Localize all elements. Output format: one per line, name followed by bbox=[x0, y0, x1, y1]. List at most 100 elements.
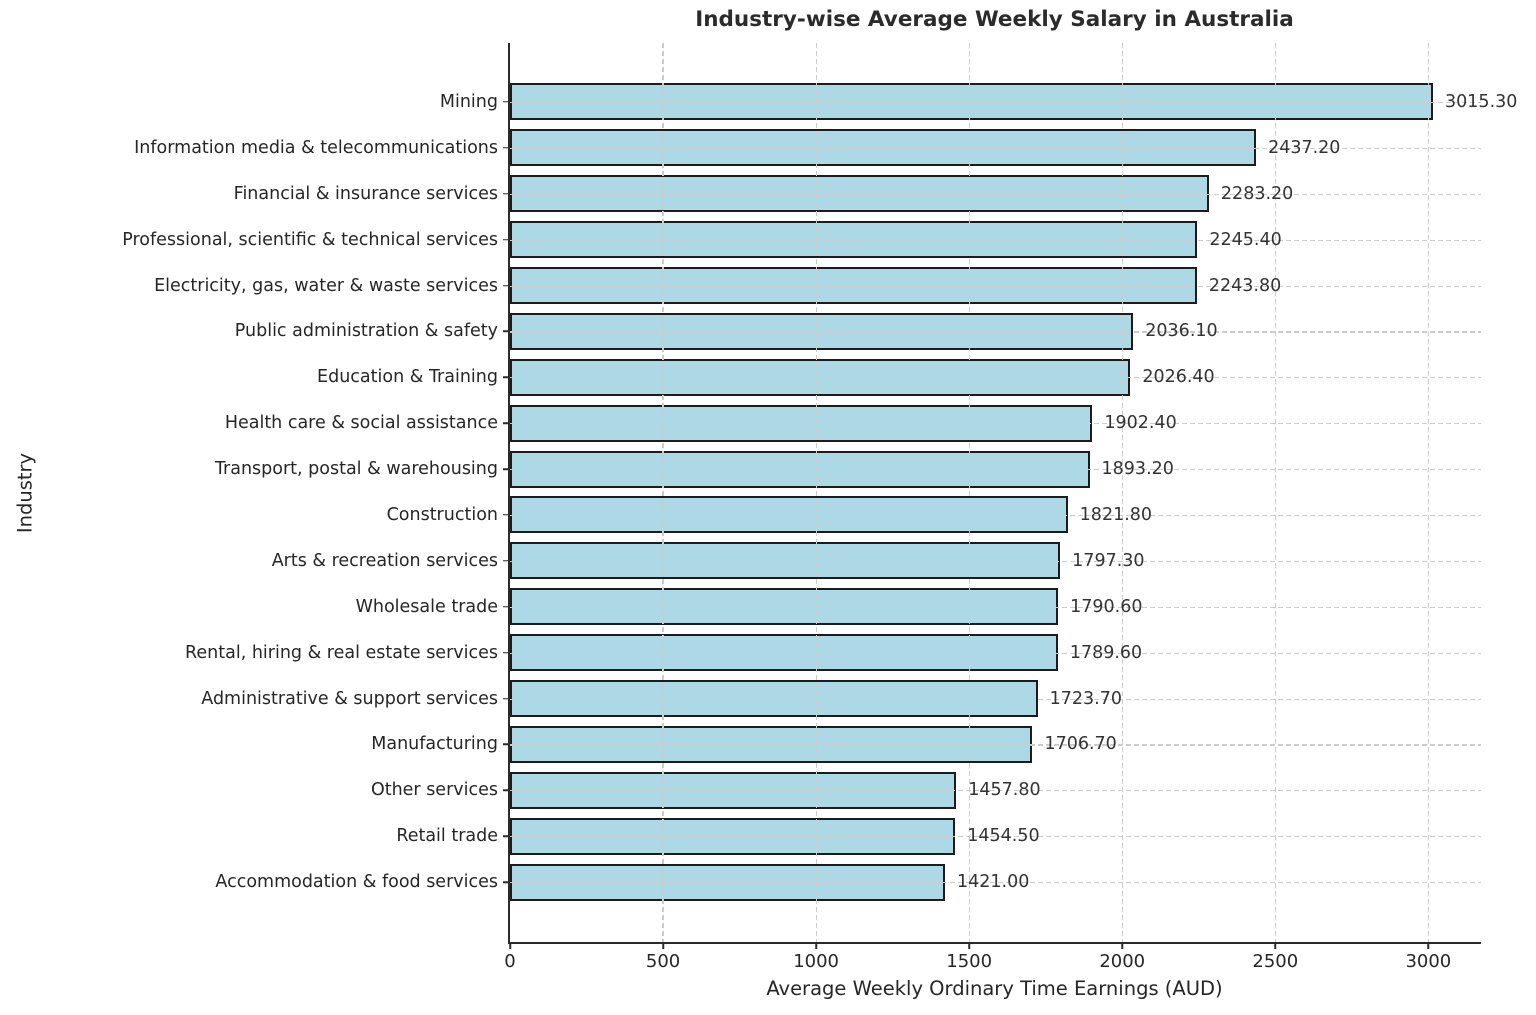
bar bbox=[510, 358, 1131, 396]
plot-area: Mining 3015.30 Information media & telecom… bbox=[122, 43, 1517, 972]
x-tick-label: 1000 bbox=[793, 951, 840, 972]
bar-row: Mining 3015.30 bbox=[440, 79, 1517, 125]
category-label: Financial & insurance services bbox=[233, 183, 498, 204]
x-tick-label: 500 bbox=[645, 951, 681, 972]
category-label: Retail trade bbox=[396, 826, 498, 847]
y-tick-mark bbox=[503, 560, 510, 562]
y-tick-mark bbox=[503, 881, 510, 883]
bar-row: Information media & telecommunications 24… bbox=[134, 125, 1481, 171]
bar bbox=[510, 542, 1061, 580]
value-label: 1457.80 bbox=[968, 780, 1041, 801]
bar-rows: Mining 3015.30 Information media & telecom… bbox=[122, 43, 1517, 942]
x-axis-label: Average Weekly Ordinary Time Earnings (A… bbox=[766, 977, 1223, 1000]
y-tick-mark bbox=[503, 651, 510, 654]
x-tick-mark bbox=[1274, 942, 1277, 949]
bar-row: Wholesale trade 1790.60 bbox=[356, 584, 1481, 630]
value-label: 1706.70 bbox=[1044, 734, 1117, 755]
y-tick-mark bbox=[503, 192, 510, 195]
value-label: 1790.60 bbox=[1070, 596, 1143, 617]
bar-row: Construction 1821.80 bbox=[387, 492, 1481, 538]
bar bbox=[510, 83, 1434, 121]
bar bbox=[510, 725, 1033, 763]
category-label: Wholesale trade bbox=[355, 596, 498, 617]
bar bbox=[510, 312, 1134, 350]
y-tick-mark bbox=[503, 284, 510, 287]
y-tick-mark bbox=[503, 789, 510, 792]
y-tick-mark bbox=[503, 422, 510, 424]
bar bbox=[510, 680, 1038, 718]
category-label: Rental, hiring & real estate services bbox=[185, 642, 498, 663]
bar bbox=[510, 404, 1093, 442]
value-label: 1789.60 bbox=[1069, 642, 1143, 663]
x-tick-mark bbox=[662, 942, 664, 949]
bar bbox=[510, 863, 945, 901]
bar bbox=[510, 634, 1058, 672]
category-label: Construction bbox=[386, 504, 498, 525]
y-tick-mark bbox=[503, 468, 510, 470]
y-axis-label: Industry bbox=[13, 452, 37, 534]
value-label: 1821.80 bbox=[1079, 504, 1153, 525]
category-label: Information media & telecommunications bbox=[134, 137, 498, 158]
bar bbox=[510, 129, 1257, 167]
bar-row: Other services 1457.80 bbox=[371, 767, 1481, 813]
bar-row: Transport, postal & warehousing 1893.20 bbox=[215, 446, 1481, 492]
bar bbox=[510, 221, 1198, 259]
bar bbox=[510, 817, 956, 855]
bar-row: Rental, hiring & real estate services 178… bbox=[185, 630, 1481, 676]
bar-row: Retail trade 1454.50 bbox=[396, 813, 1481, 859]
value-label: 1421.00 bbox=[956, 872, 1030, 893]
category-label: Mining bbox=[439, 91, 498, 112]
category-label: Manufacturing bbox=[371, 734, 498, 755]
x-tick-label: 3000 bbox=[1405, 951, 1452, 972]
bar-row: Administrative & support services 1723.70 bbox=[201, 676, 1481, 722]
y-tick-mark bbox=[503, 101, 510, 103]
bar bbox=[510, 267, 1197, 304]
bar bbox=[510, 771, 957, 809]
bar-row: Accommodation & food services 1421.00 bbox=[215, 859, 1481, 905]
y-tick-mark bbox=[503, 376, 510, 379]
chart-title: Industry-wise Average Weekly Salary in A… bbox=[695, 7, 1294, 32]
x-axis-ticks: 0 500 1000 1500 2000 2500 3000 bbox=[504, 942, 1481, 982]
bar-row: Manufacturing 1706.70 bbox=[371, 721, 1481, 767]
y-tick-mark bbox=[503, 743, 510, 746]
value-label: 2243.80 bbox=[1208, 275, 1282, 296]
value-label: 1893.20 bbox=[1101, 459, 1174, 480]
category-label: Electricity, gas, water & waste services bbox=[154, 275, 498, 296]
category-label: Arts & recreation services bbox=[271, 550, 498, 571]
y-tick-mark bbox=[503, 330, 510, 333]
y-tick-mark bbox=[503, 697, 510, 700]
bar bbox=[510, 450, 1090, 488]
value-label: 2283.20 bbox=[1220, 183, 1294, 204]
x-tick-label: 1500 bbox=[946, 951, 993, 972]
x-tick-mark bbox=[968, 942, 970, 949]
value-label: 1723.70 bbox=[1049, 688, 1123, 709]
value-label: 2437.20 bbox=[1268, 137, 1341, 158]
value-label: 1797.30 bbox=[1072, 550, 1145, 571]
category-label: Education & Training bbox=[317, 367, 498, 388]
bar-row: Arts & recreation services 1797.30 bbox=[272, 538, 1481, 584]
y-tick-mark bbox=[503, 835, 510, 837]
x-tick-mark bbox=[1427, 942, 1430, 949]
category-label: Health care & social assistance bbox=[224, 413, 498, 434]
bar-row: Public administration & safety 2036.10 bbox=[235, 308, 1481, 354]
value-label: 2245.40 bbox=[1209, 229, 1282, 250]
y-tick-mark bbox=[503, 147, 510, 149]
category-label: Professional, scientific & technical ser… bbox=[122, 229, 498, 250]
category-label: Transport, postal & warehousing bbox=[214, 459, 498, 480]
category-label: Public administration & safety bbox=[234, 321, 498, 342]
x-tick-mark bbox=[509, 942, 511, 949]
bar-row: Health care & social assistance 1902.40 bbox=[225, 400, 1481, 446]
x-tick-label: 0 bbox=[504, 951, 516, 972]
value-label: 2026.40 bbox=[1142, 367, 1215, 388]
bar-row: Education & Training 2026.40 bbox=[317, 354, 1481, 400]
value-label: 1902.40 bbox=[1104, 413, 1177, 434]
category-label: Accommodation & food services bbox=[215, 872, 498, 893]
y-tick-mark bbox=[503, 605, 510, 608]
value-label: 3015.30 bbox=[1445, 91, 1518, 112]
x-tick-label: 2000 bbox=[1099, 951, 1146, 972]
bar bbox=[510, 588, 1059, 626]
value-label: 2036.10 bbox=[1145, 321, 1218, 342]
bar bbox=[510, 175, 1209, 213]
value-label: 1454.50 bbox=[967, 826, 1040, 847]
